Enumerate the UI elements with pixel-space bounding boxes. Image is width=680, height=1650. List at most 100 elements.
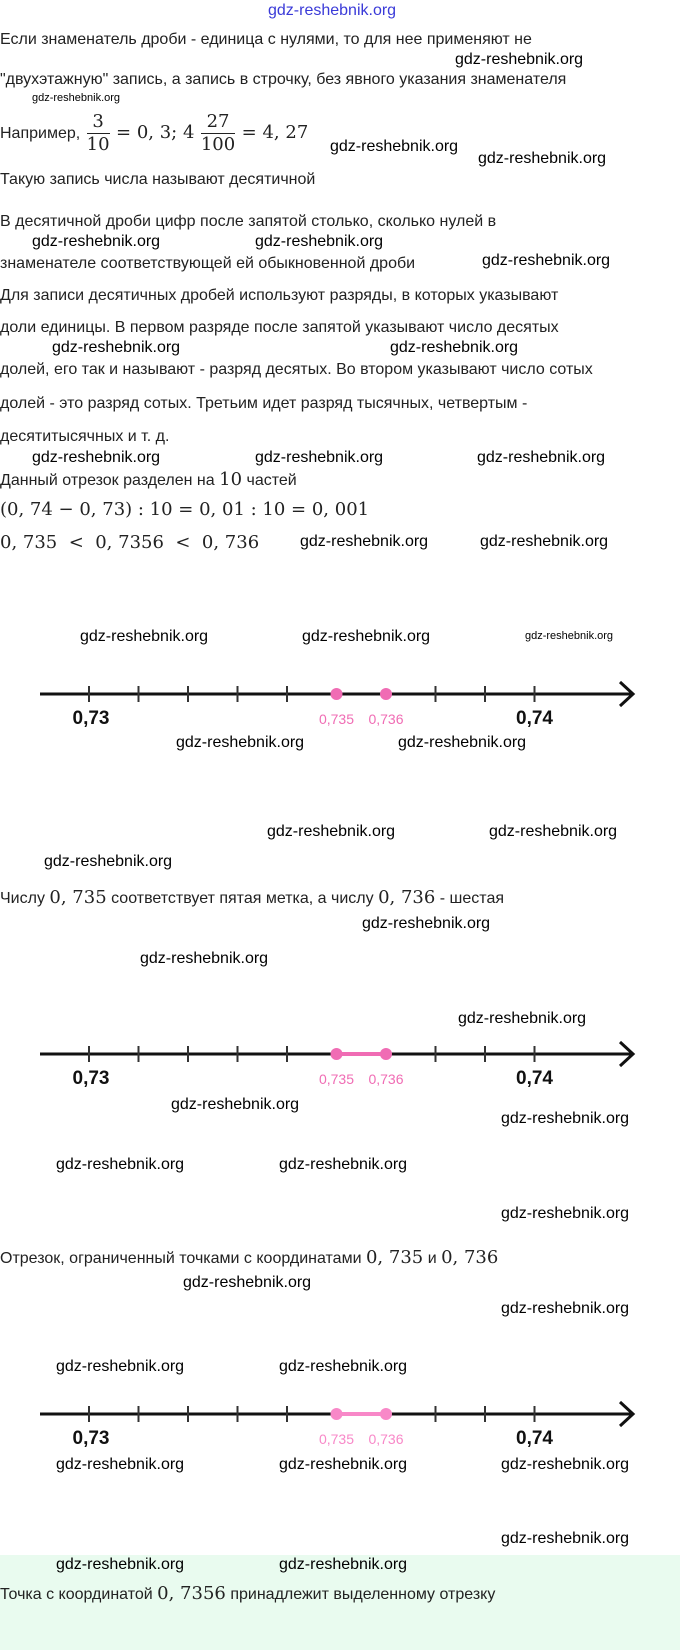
watermark: gdz-reshebnik.org: [279, 1358, 408, 1375]
point-label: 0,736: [368, 711, 403, 727]
paragraph: доли единицы. В первом разряде после зап…: [0, 319, 559, 336]
watermark: gdz-reshebnik.org: [32, 233, 161, 250]
paragraph: Такую запись числа называют десятичной: [0, 171, 316, 188]
number-line: 0,73 0,74 0,735 0,736: [0, 670, 680, 730]
watermark: gdz-reshebnik.org: [362, 915, 491, 932]
watermark: gdz-reshebnik.org: [458, 1010, 587, 1027]
answer: Точка с координатой 0, 7356 принадлежит …: [0, 1584, 495, 1605]
start-label: 0,73: [73, 708, 110, 729]
end-label: 0,74: [516, 1068, 553, 1089]
watermark: gdz-reshebnik.org: [267, 823, 396, 840]
text: частей: [246, 472, 297, 489]
watermark: gdz-reshebnik.org: [279, 1556, 408, 1573]
text: соответствует пятая метка, а числу: [111, 890, 374, 907]
number-line: 0,73 0,74 0,735 0,736: [0, 1030, 680, 1090]
watermark: gdz-reshebnik.org: [56, 1358, 185, 1375]
equation: (0, 74 − 0, 73) : 10 = 0, 01 : 10 = 0, 0…: [0, 499, 370, 520]
watermark: gdz-reshebnik.org: [478, 150, 607, 167]
point: [330, 688, 343, 700]
watermark: gdz-reshebnik.org: [171, 1096, 300, 1113]
paragraph: долей, его так и называют - разряд десят…: [0, 361, 593, 378]
start-label: 0,73: [73, 1068, 110, 1089]
watermark: gdz-reshebnik.org: [80, 628, 209, 645]
point-label: 0,735: [319, 1071, 354, 1087]
watermark: gdz-reshebnik.org: [477, 449, 606, 466]
end-label: 0,74: [516, 1428, 553, 1449]
text: принадлежит выделенному отрезку: [230, 1586, 496, 1603]
numerator: 3: [86, 111, 110, 135]
watermark: gdz-reshebnik.org: [501, 1300, 630, 1317]
arrow-icon: [618, 1400, 636, 1428]
numerator: 27: [200, 111, 236, 135]
watermark: gdz-reshebnik.org: [44, 853, 173, 870]
math: 0, 736: [378, 887, 436, 908]
paragraph: знаменателе соответствующей ей обыкновен…: [0, 255, 416, 272]
point-label: 0,736: [368, 1431, 403, 1447]
watermark: gdz-reshebnik.org: [525, 630, 614, 642]
watermark: gdz-reshebnik.org: [140, 950, 269, 967]
watermark: gdz-reshebnik.org: [279, 1456, 408, 1473]
end-label: 0,74: [516, 708, 553, 729]
watermark: gdz-reshebnik.org: [489, 823, 618, 840]
watermark: gdz-reshebnik.org: [501, 1456, 630, 1473]
math: 10: [219, 469, 243, 490]
paragraph: Числу 0, 735 соответствует пятая метка, …: [0, 888, 504, 909]
watermark: gdz-reshebnik.org: [480, 533, 609, 550]
paragraph: Если знаменатель дроби - единица с нулям…: [0, 31, 532, 48]
watermark: gdz-reshebnik.org: [56, 1156, 185, 1173]
watermark: gdz-reshebnik.org: [501, 1530, 630, 1547]
number-line-svg: 0,73 0,74 0,735 0,736: [40, 1400, 636, 1449]
site-link[interactable]: gdz-reshebnik.org: [268, 2, 397, 19]
text: Данный отрезок разделен на: [0, 472, 215, 489]
paragraph: Отрезок, ограниченный точками с координа…: [0, 1248, 498, 1269]
text: Числу: [0, 890, 45, 907]
watermark: gdz-reshebnik.org: [330, 138, 459, 155]
watermark: gdz-reshebnik.org: [398, 734, 527, 751]
example-label: Например,: [0, 125, 81, 142]
denominator: 10: [86, 134, 110, 156]
watermark: gdz-reshebnik.org: [501, 1110, 630, 1127]
point: [380, 688, 392, 700]
watermark: gdz-reshebnik.org: [52, 339, 181, 356]
watermark: gdz-reshebnik.org: [255, 233, 384, 250]
text: Отрезок, ограниченный точками с координа…: [0, 1250, 362, 1267]
watermark: gdz-reshebnik.org: [56, 1556, 185, 1573]
math: 0, 735: [365, 1247, 424, 1268]
start-label: 0,73: [73, 1428, 110, 1449]
watermark: gdz-reshebnik.org: [32, 92, 121, 104]
paragraph: долей - это разряд сотых. Третьим идет р…: [0, 395, 528, 412]
watermark: gdz-reshebnik.org: [300, 533, 429, 550]
watermark: gdz-reshebnik.org: [56, 1456, 185, 1473]
math: 0, 736: [441, 1247, 499, 1268]
fraction: 3 10: [86, 111, 110, 156]
watermark: gdz-reshebnik.org: [501, 1205, 630, 1222]
arrow-icon: [618, 1040, 636, 1068]
text: - шестая: [439, 890, 504, 907]
watermark: gdz-reshebnik.org: [32, 449, 161, 466]
math: = 0, 3; 4: [116, 122, 195, 143]
watermark: gdz-reshebnik.org: [455, 51, 584, 68]
math: = 4, 27: [241, 122, 309, 143]
watermark: gdz-reshebnik.org: [390, 339, 519, 356]
point: [330, 1408, 343, 1420]
watermark: gdz-reshebnik.org: [255, 449, 384, 466]
watermark: gdz-reshebnik.org: [176, 734, 305, 751]
number-line: 0,73 0,74 0,735 0,736: [0, 1390, 680, 1450]
paragraph: В десятичной дроби цифр после запятой ст…: [0, 213, 497, 230]
math: 0, 735: [49, 887, 107, 908]
denominator: 100: [200, 134, 236, 156]
watermark: gdz-reshebnik.org: [183, 1274, 312, 1291]
point-label: 0,735: [319, 711, 354, 727]
arrow-icon: [618, 680, 636, 708]
text: и: [427, 1250, 437, 1267]
text: Точка с координатой: [0, 1586, 153, 1603]
paragraph: Данный отрезок разделен на 10 частей: [0, 470, 297, 491]
watermark: gdz-reshebnik.org: [482, 252, 611, 269]
fraction: 27 100: [200, 111, 236, 156]
point: [380, 1048, 392, 1060]
point-label: 0,736: [368, 1071, 403, 1087]
point: [330, 1048, 343, 1060]
example: Например, 3 10 = 0, 3; 4 27 100 = 4, 27: [0, 108, 308, 159]
inequality: 0, 735 < 0, 7356 < 0, 736: [0, 532, 260, 553]
point: [380, 1408, 392, 1420]
